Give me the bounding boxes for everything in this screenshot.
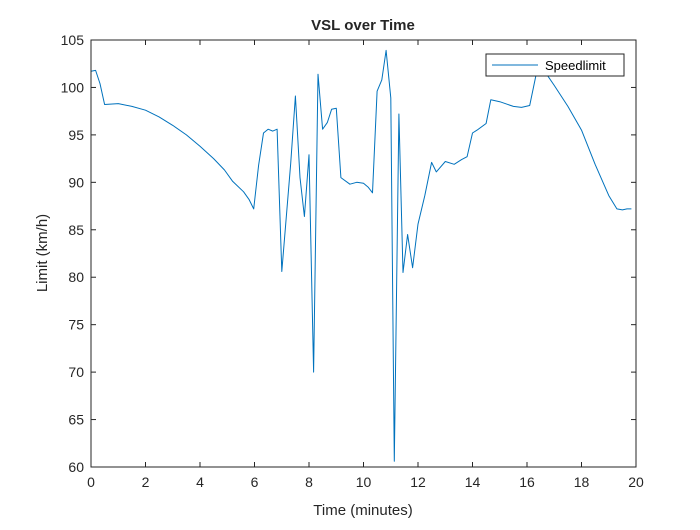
- x-tick-label: 0: [87, 474, 95, 490]
- series-line-speedlimit: [90, 49, 632, 462]
- y-tick-label: 90: [68, 174, 84, 190]
- y-tick-label: 80: [68, 269, 84, 285]
- x-tick-label: 4: [196, 474, 204, 490]
- x-tick-label: 2: [142, 474, 150, 490]
- x-tick-label: 14: [465, 474, 481, 490]
- x-tick-label: 16: [519, 474, 535, 490]
- x-tick-label: 12: [410, 474, 426, 490]
- y-tick-label: 105: [61, 32, 85, 48]
- x-axis-ticks: 0 2 4 6 8 10 12 14 16 18 20: [87, 40, 644, 490]
- x-axis-label: Time (minutes): [313, 502, 412, 519]
- y-tick-label: 75: [68, 317, 84, 333]
- y-tick-label: 95: [68, 127, 84, 143]
- x-tick-label: 8: [305, 474, 313, 490]
- legend: Speedlimit: [485, 53, 625, 77]
- x-tick-label: 10: [356, 474, 372, 490]
- y-tick-label: 70: [68, 364, 84, 380]
- y-axis-label: Limit (km/h): [34, 214, 51, 292]
- legend-label-speedlimit: Speedlimit: [545, 58, 606, 73]
- y-tick-label: 65: [68, 412, 84, 428]
- x-tick-label: 18: [574, 474, 590, 490]
- x-tick-label: 20: [628, 474, 644, 490]
- y-axis-ticks: 60 65 70 75 80 85 90 95 100 105: [61, 32, 636, 475]
- chart-title: VSL over Time: [311, 17, 415, 34]
- series-layer: [90, 49, 632, 462]
- y-tick-label: 85: [68, 222, 84, 238]
- y-tick-label: 60: [68, 459, 84, 475]
- plot-area-box: [90, 39, 637, 468]
- x-tick-label: 6: [251, 474, 259, 490]
- legend-box: [485, 53, 625, 77]
- y-tick-label: 100: [61, 79, 85, 95]
